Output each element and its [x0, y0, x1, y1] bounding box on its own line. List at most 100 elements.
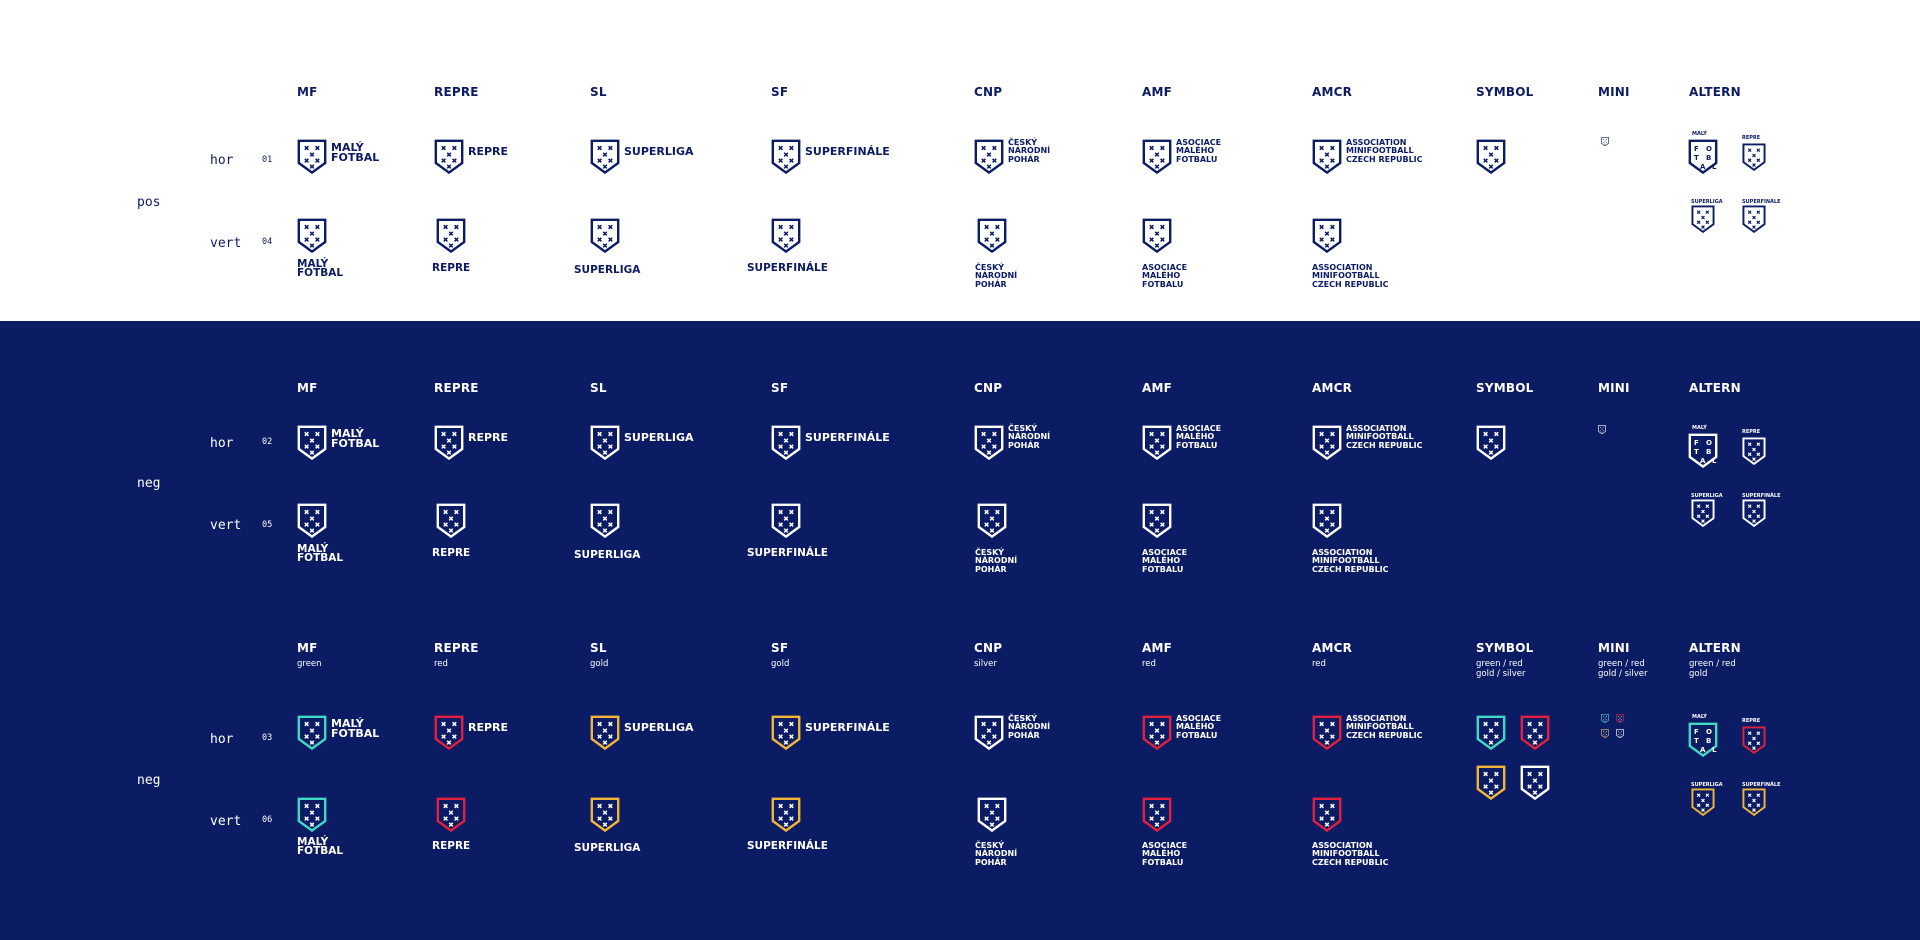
mini-shield-silver-icon	[1616, 729, 1624, 739]
shield-icon	[974, 139, 1004, 175]
altern-mf-letter: B	[1706, 448, 1712, 456]
wordmark-repre: REPRE	[468, 145, 509, 158]
shield-icon	[297, 715, 327, 751]
shield-icon	[436, 218, 466, 254]
shield-icon	[1312, 139, 1342, 175]
altern-shield-repre-icon	[1742, 437, 1766, 466]
shield-icon	[771, 503, 801, 539]
state-label: neg	[137, 476, 161, 491]
column-header-mini: MINI	[1598, 381, 1630, 395]
shield-icon	[977, 218, 1007, 254]
wordmark-sf: SUPERFINÁLE	[747, 547, 828, 559]
shield-icon	[590, 218, 620, 254]
altern-mf-label: MALÝ	[1692, 714, 1707, 720]
wordmark-cnp: ČESKÝ NÁRODNÍ POHÁR	[1008, 714, 1051, 740]
altern-sl-label: SUPERLIGA	[1691, 782, 1723, 788]
altern-mf-letter: O	[1706, 145, 1712, 153]
altern-repre-label: REPRE	[1742, 718, 1761, 724]
state-label: neg	[137, 773, 161, 788]
orientation-label: vert	[210, 814, 242, 829]
shield-icon	[977, 797, 1007, 833]
column-header-sl: SL	[590, 85, 607, 99]
wordmark-amf: ASOCIACE MALÉHO FOTBALU	[1176, 714, 1222, 740]
shield-icon	[436, 503, 466, 539]
color-note-mf: green	[297, 659, 322, 669]
row-number: 03	[262, 733, 273, 743]
altern-repre-label: REPRE	[1742, 429, 1761, 435]
mini-shield-gold-icon	[1601, 729, 1609, 739]
column-header-cnp: CNP	[974, 641, 1003, 655]
wordmark-sf: SUPERFINÁLE	[747, 262, 828, 274]
altern-shield-sl-icon	[1691, 788, 1715, 817]
wordmark-amf: ASOCIACE MALÉHO FOTBALU	[1176, 138, 1222, 164]
column-header-symbol: SYMBOL	[1476, 85, 1534, 99]
symbol-shield-gold-icon	[1476, 765, 1506, 801]
wordmark-mf: MALÝ FOTBAL	[297, 836, 344, 857]
orientation-label: hor	[210, 732, 234, 747]
wordmark-sl: SUPERLIGA	[574, 264, 641, 276]
column-header-amf: AMF	[1142, 85, 1173, 99]
altern-sf-label: SUPERFINÁLE	[1742, 782, 1781, 788]
mini-shield-icon	[1598, 425, 1606, 435]
wordmark-cnp: ČESKÝ NÁRODNÍ POHÁR	[1008, 138, 1051, 164]
shield-icon	[1142, 425, 1172, 461]
mini-shield-green-icon	[1601, 714, 1609, 724]
shield-icon	[1312, 715, 1342, 751]
column-header-sf: SF	[771, 85, 789, 99]
column-header-mf: MF	[297, 381, 318, 395]
negative-section	[0, 321, 1920, 940]
shield-icon	[297, 425, 327, 461]
column-header-repre: REPRE	[434, 85, 479, 99]
column-header-mini: MINI	[1598, 85, 1630, 99]
wordmark-mf: MALÝ FOTBAL	[331, 427, 380, 450]
altern-mf-letter: B	[1706, 737, 1712, 745]
orientation-label: vert	[210, 236, 242, 251]
wordmark-amcr: ASSOCIATION MINIFOOTBALL CZECH REPUBLIC	[1312, 548, 1389, 574]
row-number: 02	[262, 437, 273, 447]
row-number: 05	[262, 520, 273, 530]
altern-mf-letter: F	[1694, 145, 1699, 153]
column-header-repre: REPRE	[434, 381, 479, 395]
wordmark-amf: ASOCIACE MALÉHO FOTBALU	[1176, 424, 1222, 450]
wordmark-sl: SUPERLIGA	[574, 842, 641, 854]
shield-icon	[771, 139, 801, 175]
column-header-amf: AMF	[1142, 641, 1173, 655]
shield-icon	[1312, 425, 1342, 461]
altern-mf-letter: T	[1694, 154, 1699, 162]
altern-mf-letter: L	[1712, 457, 1717, 465]
wordmark-amcr: ASSOCIATION MINIFOOTBALL CZECH REPUBLIC	[1346, 424, 1423, 450]
altern-mf-letter: T	[1694, 448, 1699, 456]
altern-sl-label: SUPERLIGA	[1691, 493, 1723, 499]
positive-section	[0, 0, 1920, 321]
altern-shield-sf-icon	[1742, 788, 1766, 817]
altern-sf-label: SUPERFINÁLE	[1742, 493, 1781, 499]
wordmark-sf: SUPERFINÁLE	[805, 145, 890, 158]
column-header-cnp: CNP	[974, 85, 1003, 99]
wordmark-sf: SUPERFINÁLE	[747, 840, 828, 852]
wordmark-sl: SUPERLIGA	[624, 431, 694, 444]
wordmark-cnp: ČESKÝ NÁRODNÍ POHÁR	[1008, 424, 1051, 450]
row-number: 01	[262, 155, 273, 165]
wordmark-sl: SUPERLIGA	[574, 549, 641, 561]
shield-icon	[434, 715, 464, 751]
shield-icon	[434, 425, 464, 461]
column-header-sf: SF	[771, 381, 789, 395]
wordmark-amf: ASOCIACE MALÉHO FOTBALU	[1142, 841, 1188, 867]
symbol-shield-silver-icon	[1520, 765, 1550, 801]
altern-mf-label: MALÝ	[1692, 425, 1707, 431]
wordmark-amcr: ASSOCIATION MINIFOOTBALL CZECH REPUBLIC	[1346, 138, 1423, 164]
column-header-mf: MF	[297, 85, 318, 99]
shield-icon	[1142, 139, 1172, 175]
altern-shield-sl-icon	[1691, 205, 1715, 234]
column-header-altern: ALTERN	[1689, 641, 1741, 655]
column-header-altern: ALTERN	[1689, 381, 1741, 395]
column-header-sl: SL	[590, 381, 607, 395]
state-label: pos	[137, 195, 161, 210]
row-number: 06	[262, 815, 273, 825]
color-note-altern: green / red gold	[1689, 659, 1736, 679]
shield-icon	[977, 503, 1007, 539]
altern-shield-sl-icon	[1691, 499, 1715, 528]
color-note-sf: gold	[771, 659, 790, 669]
column-header-symbol: SYMBOL	[1476, 381, 1534, 395]
altern-sf-label: SUPERFINÁLE	[1742, 199, 1781, 205]
